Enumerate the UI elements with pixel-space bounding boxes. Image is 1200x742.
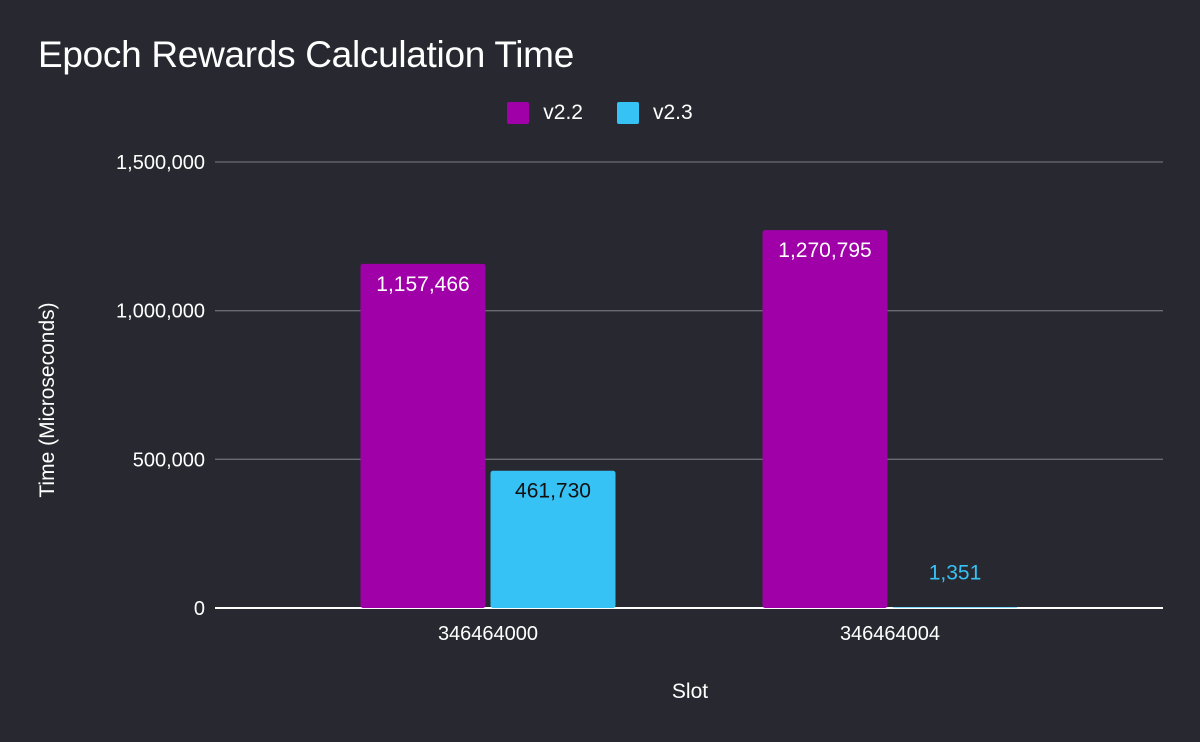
bar-v23-346464000 (490, 470, 616, 608)
y-axis-tick-labels: 0 500,000 1,000,000 1,500,000 (116, 152, 205, 620)
data-label-v23-346464000: 461,730 (515, 480, 591, 503)
bar-v22-346464004 (762, 230, 888, 609)
y-tick-label: 0 (194, 598, 205, 620)
bar-v22-346464000 (360, 263, 486, 608)
legend-label-v22: v2.2 (543, 101, 583, 124)
legend-swatch-v22 (507, 102, 530, 124)
gridlines (215, 161, 1163, 609)
x-axis-title: Slot (672, 680, 708, 703)
legend-label-v23: v2.3 (653, 101, 693, 124)
y-tick-label: 500,000 (133, 449, 205, 471)
x-tick-label: 346464000 (438, 623, 538, 645)
legend-item-v22[interactable]: v2.2 (507, 101, 583, 125)
data-label-v22-346464000: 1,157,466 (376, 273, 469, 296)
legend-swatch-v23 (617, 102, 639, 124)
bars: 1,157,466 461,730 1,270,795 1,351 (360, 230, 1018, 609)
data-label-v22-346464004: 1,270,795 (778, 239, 871, 262)
data-label-v23-346464004: 1,351 (929, 562, 982, 585)
bar-v23-346464004 (892, 607, 1018, 608)
x-axis-tick-labels: 346464000 346464004 (438, 623, 940, 645)
legend: v2.2 v2.3 (0, 101, 1200, 125)
chart-title: Epoch Rewards Calculation Time (38, 34, 574, 75)
legend-item-v23[interactable]: v2.3 (617, 101, 693, 125)
y-tick-label: 1,500,000 (116, 152, 205, 174)
x-tick-label: 346464004 (840, 623, 940, 645)
y-axis-title: Time (Microseconds) (36, 302, 59, 497)
y-tick-label: 1,000,000 (116, 301, 205, 323)
